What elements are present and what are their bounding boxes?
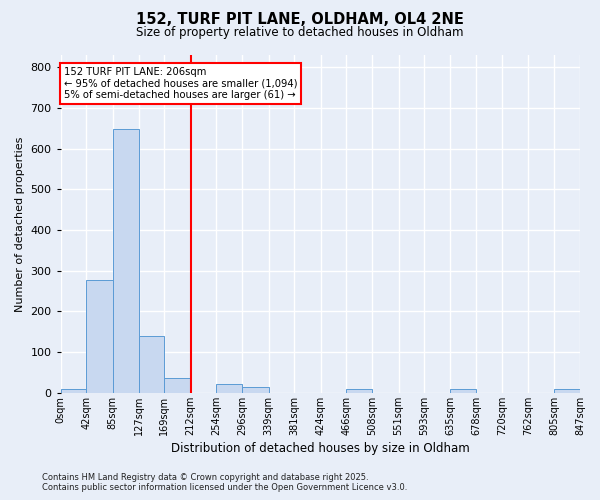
Bar xyxy=(113,129,139,393)
Bar xyxy=(346,389,372,393)
Bar xyxy=(164,378,191,393)
Bar xyxy=(554,389,580,393)
Text: Size of property relative to detached houses in Oldham: Size of property relative to detached ho… xyxy=(136,26,464,39)
X-axis label: Distribution of detached houses by size in Oldham: Distribution of detached houses by size … xyxy=(171,442,470,455)
Text: 152 TURF PIT LANE: 206sqm
← 95% of detached houses are smaller (1,094)
5% of sem: 152 TURF PIT LANE: 206sqm ← 95% of detac… xyxy=(64,67,297,100)
Bar xyxy=(61,389,86,393)
Text: 152, TURF PIT LANE, OLDHAM, OL4 2NE: 152, TURF PIT LANE, OLDHAM, OL4 2NE xyxy=(136,12,464,28)
Bar xyxy=(242,387,269,393)
Bar xyxy=(139,336,164,393)
Bar xyxy=(450,389,476,393)
Text: Contains HM Land Registry data © Crown copyright and database right 2025.
Contai: Contains HM Land Registry data © Crown c… xyxy=(42,473,407,492)
Bar xyxy=(217,384,242,393)
Y-axis label: Number of detached properties: Number of detached properties xyxy=(15,136,25,312)
Bar xyxy=(86,280,113,393)
